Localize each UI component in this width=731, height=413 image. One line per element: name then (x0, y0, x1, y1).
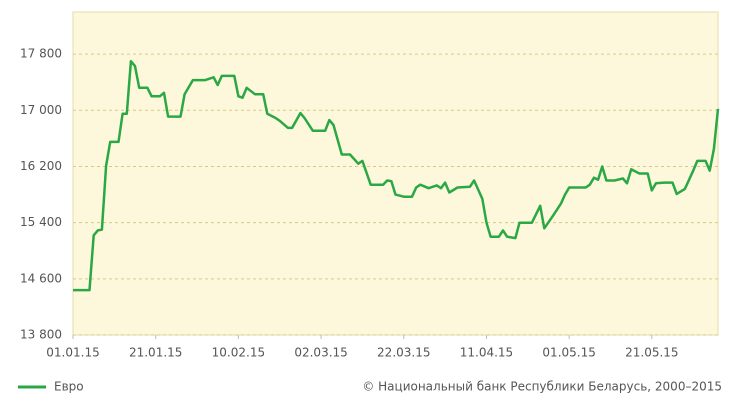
y-tick-label: 15 400 (20, 215, 62, 229)
y-tick-label: 17 000 (20, 103, 62, 117)
plot-area (72, 11, 719, 336)
source: © Национальный банк Республики Беларусь,… (362, 380, 722, 394)
series-line (73, 59, 720, 292)
x-tick-label: 02.03.15 (294, 346, 347, 360)
x-tick-label: 01.01.15 (46, 346, 99, 360)
x-tick-label: 21.01.15 (129, 346, 182, 360)
y-tick-label: 13 800 (20, 328, 62, 342)
y-tick-label: 14 600 (20, 271, 62, 285)
x-tick-label: 11.04.15 (460, 346, 513, 360)
y-tick-label: 17 800 (20, 47, 62, 61)
legend-label: Евро (54, 380, 84, 394)
x-tick-label: 21.05.15 (625, 346, 678, 360)
x-tick-label: 01.05.15 (542, 346, 595, 360)
x-tick-label: 22.03.15 (377, 346, 430, 360)
y-tick-label: 16 200 (20, 159, 62, 173)
x-tick-label: 10.02.15 (212, 346, 265, 360)
